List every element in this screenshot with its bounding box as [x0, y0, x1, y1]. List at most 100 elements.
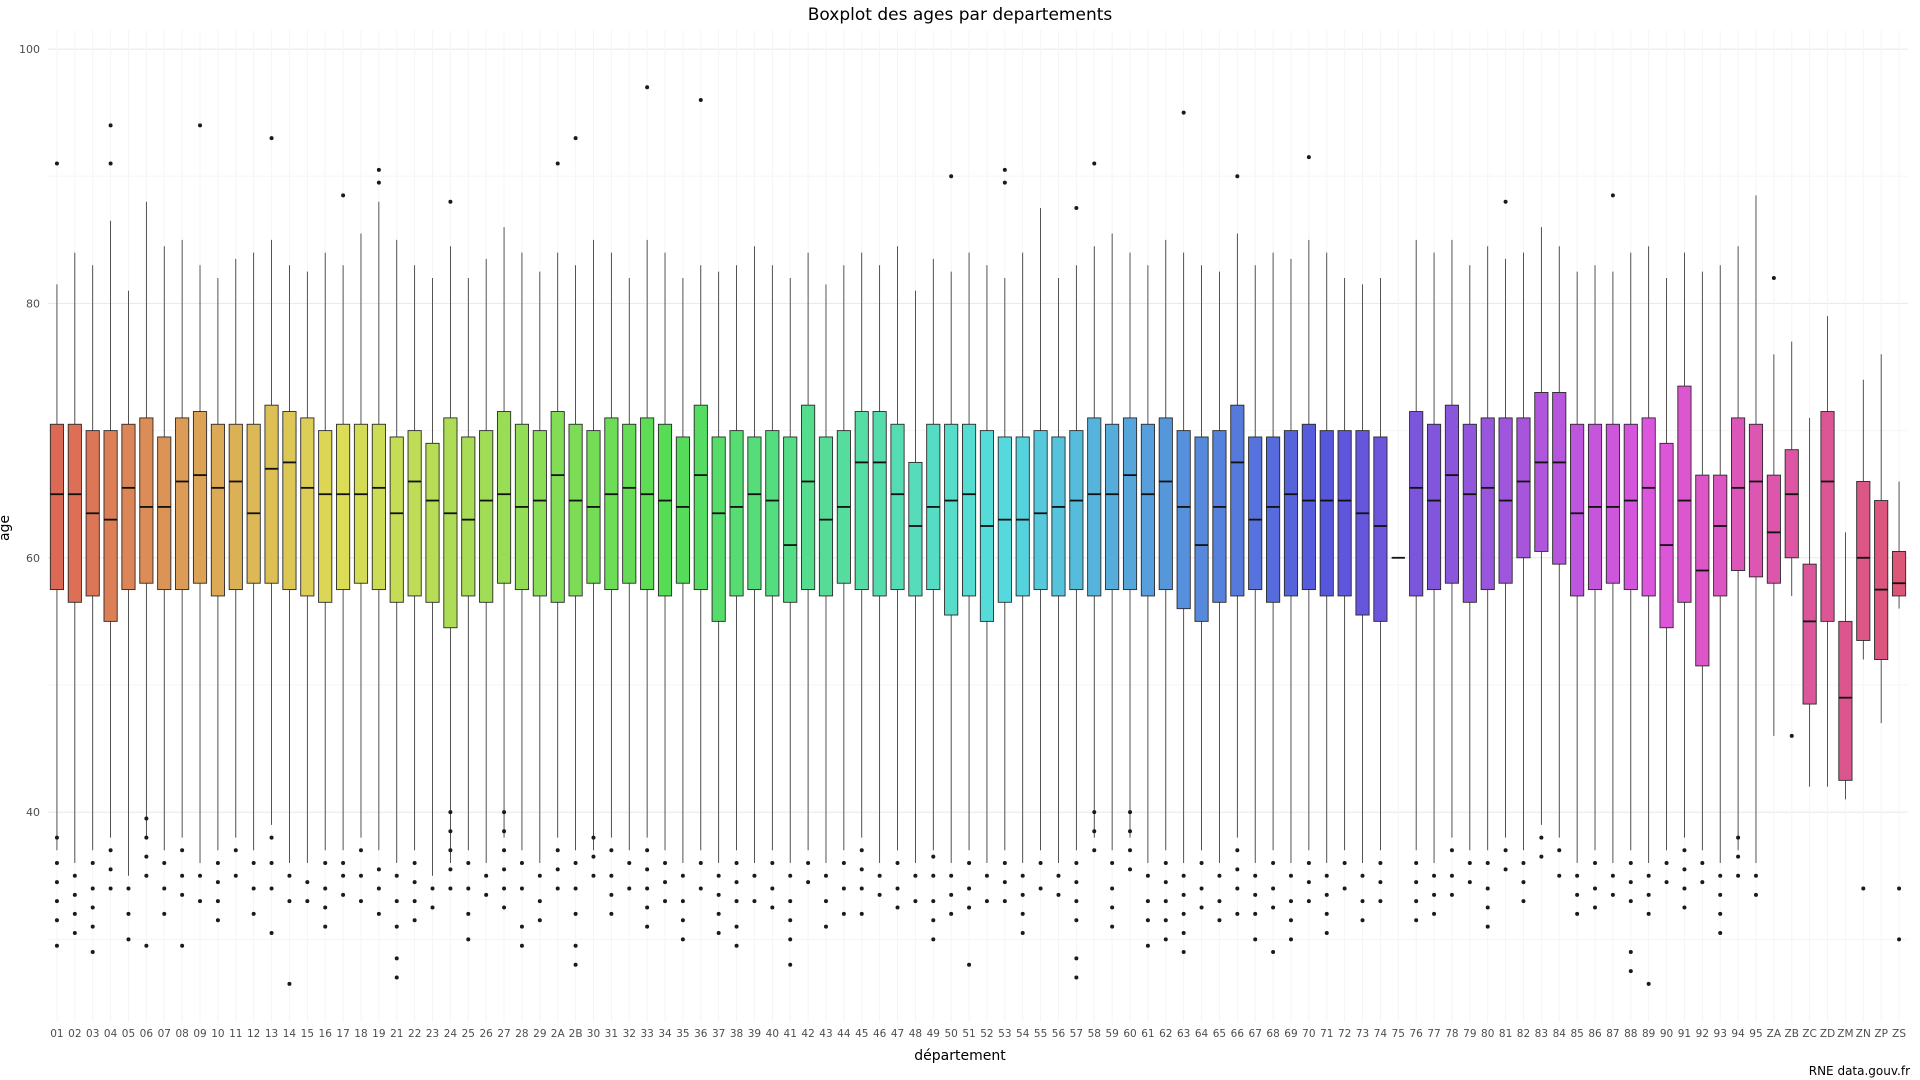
boxplot-81 [1498, 199, 1513, 872]
boxplot-39 [747, 246, 762, 904]
x-tick-label: 64 [1195, 1028, 1209, 1040]
y-tick-label: 40 [26, 806, 40, 819]
boxplot-76 [1409, 239, 1424, 923]
boxplot-77 [1426, 252, 1442, 916]
x-tick-label: 42 [801, 1028, 814, 1040]
boxplot-74 [1373, 278, 1388, 904]
x-tick-label: 88 [1624, 1028, 1637, 1040]
x-tick-label: 77 [1427, 1028, 1440, 1040]
boxplot-38 [729, 265, 744, 948]
boxplot-92 [1695, 271, 1710, 885]
x-tick-label: 63 [1177, 1028, 1190, 1040]
x-tick-label: 90 [1660, 1028, 1673, 1040]
chart-caption: RNE data.gouv.fr [1808, 1064, 1910, 1078]
x-tick-label: 68 [1266, 1028, 1279, 1040]
boxplot-ZC [1802, 417, 1817, 787]
x-tick-label: 13 [265, 1028, 278, 1040]
boxplot-21 [389, 239, 404, 980]
x-tick-label: 52 [980, 1028, 993, 1040]
boxplot-46 [872, 265, 887, 897]
x-tick-label: 45 [855, 1028, 868, 1040]
boxplot-65 [1212, 271, 1227, 923]
x-tick-label: 06 [140, 1028, 154, 1040]
boxplot-ZA [1766, 276, 1781, 736]
x-tick-label: 95 [1749, 1028, 1762, 1040]
boxplot-59 [1105, 233, 1120, 929]
x-tick-label: 85 [1570, 1028, 1583, 1040]
boxplot-34 [657, 252, 673, 904]
boxplot-31 [604, 252, 619, 916]
x-tick-label: ZM [1837, 1028, 1853, 1040]
x-tick-label: 01 [50, 1028, 63, 1040]
boxplot-ZB [1784, 341, 1799, 738]
boxplot-43 [818, 284, 834, 929]
boxplot-61 [1140, 265, 1155, 948]
x-tick-label: 08 [175, 1028, 188, 1040]
x-tick-label: 66 [1231, 1028, 1245, 1040]
boxplot-2B [568, 136, 583, 967]
boxplot-32 [622, 278, 637, 891]
x-tick-label: 79 [1463, 1028, 1476, 1040]
x-tick-label: 18 [354, 1028, 367, 1040]
x-tick-label: 28 [515, 1028, 528, 1040]
x-tick-label: 31 [605, 1028, 618, 1040]
boxplot-66 [1230, 174, 1245, 916]
x-tick-label: 89 [1642, 1028, 1655, 1040]
x-tick-label: 80 [1481, 1028, 1494, 1040]
boxplot-48 [908, 290, 923, 904]
x-tick-label: ZP [1874, 1028, 1888, 1040]
boxplot-84 [1552, 246, 1567, 878]
boxplot-22 [407, 265, 422, 923]
boxplot-01 [49, 161, 65, 948]
x-tick-label: 25 [462, 1028, 475, 1040]
y-tick-label: 100 [19, 43, 40, 56]
boxplot-ZP [1874, 354, 1889, 724]
x-tick-label: 60 [1123, 1028, 1136, 1040]
x-tick-label: 27 [497, 1028, 510, 1040]
x-tick-label: 69 [1284, 1028, 1297, 1040]
boxplot-85 [1570, 271, 1585, 916]
x-tick-label: 43 [819, 1028, 832, 1040]
x-tick-label: 41 [784, 1028, 797, 1040]
x-tick-label: 07 [158, 1028, 171, 1040]
y-tick-label: 80 [26, 297, 40, 310]
boxplot-71 [1319, 252, 1334, 935]
x-tick-label: 32 [623, 1028, 636, 1040]
x-tick-label: ZB [1785, 1028, 1799, 1040]
x-tick-label: ZA [1767, 1028, 1782, 1040]
boxplot-53 [997, 167, 1012, 904]
x-tick-label: 57 [1070, 1028, 1083, 1040]
x-tick-label: 73 [1356, 1028, 1369, 1040]
x-tick-label: 72 [1338, 1028, 1351, 1040]
boxplot-06 [139, 201, 154, 948]
x-tick-label: 04 [104, 1028, 118, 1040]
boxplot-14 [282, 265, 297, 986]
boxplot-05 [121, 290, 136, 942]
x-tick-label: 94 [1731, 1028, 1745, 1040]
boxplot-18 [353, 233, 369, 904]
x-tick-label: 91 [1678, 1028, 1691, 1040]
x-tick-label: 14 [283, 1028, 297, 1040]
boxplot-16 [318, 252, 333, 929]
boxplot-78 [1444, 239, 1459, 897]
x-tick-label: 65 [1213, 1028, 1226, 1040]
boxplot-30 [586, 239, 601, 878]
x-axis-label: département [914, 1048, 1006, 1064]
x-tick-label: 62 [1159, 1028, 1172, 1040]
x-tick-label: ZN [1856, 1028, 1871, 1040]
x-tick-label: 86 [1588, 1028, 1602, 1040]
boxplot-ZN [1856, 379, 1871, 891]
x-tick-label: ZD [1820, 1028, 1835, 1040]
boxplot-90 [1659, 278, 1674, 885]
boxplot-15 [300, 271, 315, 904]
x-tick-label: 10 [211, 1028, 224, 1040]
boxplot-69 [1283, 258, 1299, 942]
x-tick-label: 82 [1517, 1028, 1530, 1040]
x-tick-label: 78 [1445, 1028, 1458, 1040]
boxplot-95 [1748, 195, 1764, 897]
boxplot-12 [246, 252, 261, 916]
boxplot-13 [264, 136, 279, 935]
boxplot-72 [1337, 278, 1352, 891]
x-tick-label: 2A [551, 1028, 566, 1040]
x-tick-label: 81 [1499, 1028, 1512, 1040]
